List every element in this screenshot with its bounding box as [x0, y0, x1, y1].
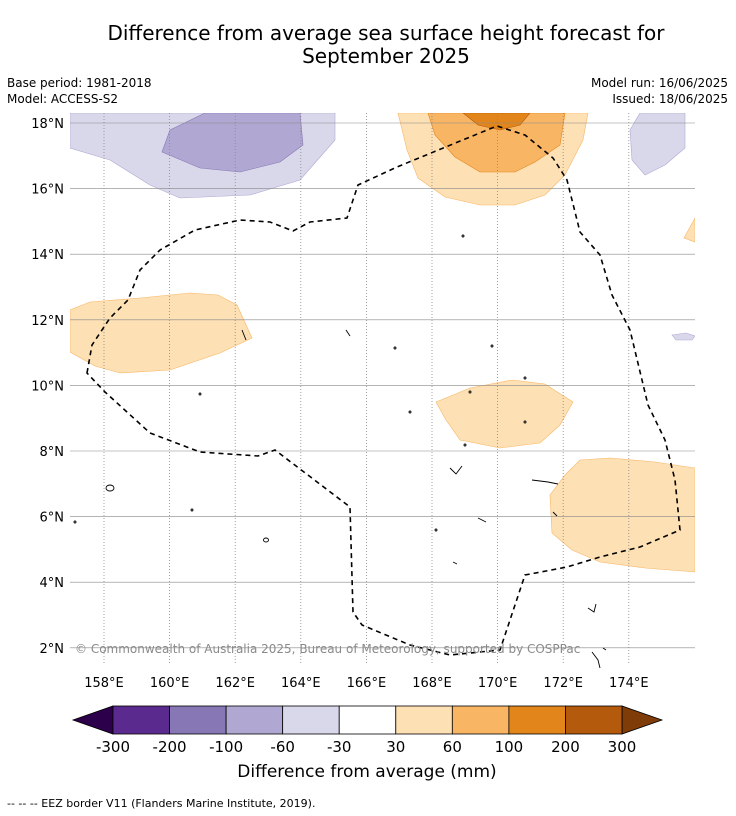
chart-title: Difference from average sea surface heig… — [60, 22, 712, 68]
lon-tick-label: 166°E — [347, 676, 387, 691]
title-line-1: Difference from average sea surface heig… — [107, 21, 665, 45]
island — [408, 410, 412, 414]
island — [434, 528, 438, 532]
lat-tick-label: 16°N — [31, 183, 64, 198]
colorbar-title: Difference from average (mm) — [237, 762, 497, 782]
meta-right: Model run: 16/06/2025 Issued: 18/06/2025 — [591, 75, 728, 107]
lat-tick-label: 10°N — [31, 379, 64, 394]
colorbar: -300 -200 -100 -60 -30 30 60 100 200 300 — [71, 705, 664, 756]
base-period-text: Base period: 1981-2018 — [7, 76, 152, 90]
colorbar-tick-label: -60 — [270, 738, 295, 756]
colorbar-swatch — [282, 705, 340, 735]
island — [523, 376, 527, 380]
island — [523, 420, 527, 424]
lat-tick-label: 14°N — [31, 248, 64, 263]
fill-minus30-60-northeast — [629, 113, 686, 176]
island — [452, 561, 458, 565]
meta-left: Base period: 1981-2018 Model: ACCESS-S2 — [7, 75, 152, 107]
island — [73, 520, 77, 524]
colorbar-tick-label: 300 — [608, 738, 637, 756]
colorbar-over-arrow — [621, 705, 664, 735]
longitude-labels: 158°E 160°E 162°E 164°E 166°E 168°E 170°E 172°E… — [84, 676, 648, 691]
island — [468, 390, 472, 394]
island — [552, 511, 558, 517]
island — [105, 484, 115, 492]
lon-tick-label: 168°E — [412, 676, 452, 691]
eez-footnote: -- -- -- EEZ border V11 (Flanders Marine… — [7, 797, 316, 810]
lat-tick-label: 18°N — [31, 117, 64, 132]
colorbar-tick-label: -200 — [153, 738, 187, 756]
colorbar-swatch — [565, 705, 623, 735]
lat-tick-label: 4°N — [40, 576, 65, 591]
island — [198, 392, 202, 396]
lat-tick-label: 12°N — [31, 314, 64, 329]
anomaly-fills — [70, 113, 695, 573]
lon-tick-label: 170°E — [478, 676, 518, 691]
colorbar-tick-label: -30 — [327, 738, 352, 756]
copyright-text: © Commonwealth of Australia 2025, Bureau… — [75, 642, 580, 656]
fill-30-60-central — [435, 379, 574, 449]
colorbar-swatch — [508, 705, 566, 735]
colorbar-tick-label: -100 — [209, 738, 243, 756]
colorbar-tick-label: 200 — [551, 738, 580, 756]
colorbar-swatch — [225, 705, 284, 735]
fill-60-100-north — [427, 113, 566, 173]
colorbar-tick-label: 30 — [386, 738, 405, 756]
lon-tick-label: 162°E — [215, 676, 255, 691]
lat-tick-label: 2°N — [40, 642, 65, 657]
colorbar-swatch — [169, 705, 227, 735]
island — [190, 508, 194, 512]
colorbar-swatch — [395, 705, 453, 735]
island — [345, 329, 351, 337]
island — [393, 346, 397, 350]
lon-tick-label: 174°E — [609, 676, 649, 691]
fill-30-60-west — [70, 292, 253, 374]
lon-tick-label: 158°E — [84, 676, 124, 691]
lon-tick-label: 172°E — [543, 676, 583, 691]
lon-tick-label: 160°E — [150, 676, 190, 691]
island — [477, 517, 487, 523]
lat-tick-label: 6°N — [40, 511, 65, 526]
colorbar-under-arrow — [71, 705, 114, 735]
model-run-text: Model run: 16/06/2025 — [590, 76, 728, 90]
colorbar-swatch — [338, 705, 397, 735]
eez-border — [86, 125, 681, 656]
latitude-labels: 18°N 16°N 14°N 12°N 10°N 8°N 6°N 4°N 2°N — [31, 117, 64, 657]
lon-tick-label: 164°E — [281, 676, 321, 691]
fill-minus30-60-east-speck — [671, 332, 695, 341]
colorbar-tick-label: 100 — [495, 738, 524, 756]
island — [461, 234, 465, 238]
gridlines — [70, 113, 695, 664]
title-line-2: September 2025 — [302, 44, 470, 68]
island — [463, 443, 467, 447]
island — [263, 537, 269, 543]
colorbar-tick-label: -300 — [96, 738, 130, 756]
island — [587, 603, 597, 613]
islands — [73, 234, 607, 669]
issued-text: Issued: 18/06/2025 — [612, 92, 728, 106]
island — [449, 465, 463, 475]
island — [241, 329, 247, 341]
colorbar-swatch — [112, 705, 170, 735]
fill-minus60-100-northwest — [161, 113, 304, 173]
island — [531, 479, 559, 485]
lat-tick-label: 8°N — [40, 445, 65, 460]
model-text: Model: ACCESS-S2 — [7, 92, 119, 106]
colorbar-tick-label: 60 — [443, 738, 462, 756]
island — [490, 344, 494, 348]
colorbar-swatch — [451, 705, 510, 735]
fill-30-60-southeast — [549, 457, 695, 573]
island — [591, 651, 601, 669]
fill-30-60-east-edge — [683, 217, 695, 243]
island — [602, 647, 607, 651]
